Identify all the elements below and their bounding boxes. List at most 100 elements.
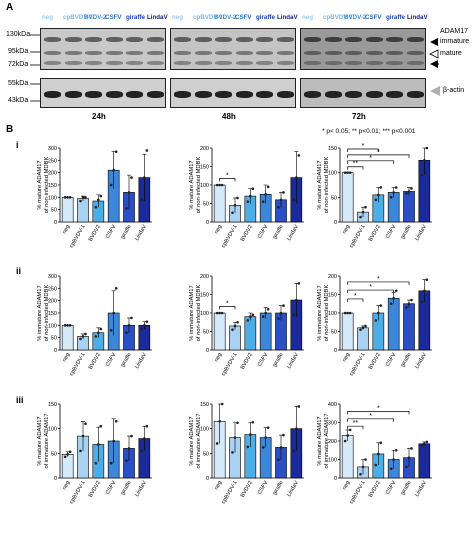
data-point	[218, 311, 221, 315]
data-point	[364, 324, 367, 328]
data-point	[79, 199, 82, 203]
blot-top-72h	[300, 28, 426, 70]
data-point	[127, 191, 131, 194]
category-label: LindaV	[286, 480, 300, 498]
category-label: CSFV	[385, 352, 398, 368]
significance-bracket	[347, 418, 395, 422]
data-point	[277, 317, 280, 320]
data-point	[66, 324, 69, 327]
axis	[59, 404, 152, 479]
data-point	[394, 289, 398, 293]
data-point	[215, 311, 219, 315]
y-axis-label: % immature ADAM17of non-infected MDBK	[37, 285, 50, 342]
data-point	[348, 171, 352, 174]
blot-band	[105, 51, 123, 55]
category-label: cpBVDV-1	[69, 352, 87, 377]
blot-band	[44, 61, 61, 65]
y-tick-label: 150	[200, 165, 209, 171]
category-label: LindaV	[134, 352, 148, 370]
y-tick-label: 100	[48, 427, 57, 433]
blot-band	[215, 37, 232, 42]
blot-band	[304, 61, 321, 65]
significance-label: *	[377, 149, 380, 156]
category-label: giraffe	[272, 480, 285, 496]
data-point	[264, 192, 267, 196]
data-point	[99, 194, 103, 198]
category-label: giraffe	[120, 480, 133, 496]
y-tick-label: 200	[48, 171, 57, 177]
lane-label-cpbvdv-1: cpBVDV-1	[63, 14, 93, 21]
data-point	[261, 200, 265, 203]
blot-band	[324, 37, 342, 42]
y-tick-label: 150	[48, 311, 57, 317]
category-label: BVDV2	[240, 352, 254, 371]
panel-a-label: A	[6, 2, 14, 13]
category-label: LindaV	[414, 352, 428, 370]
category-label: cpBVDV-1	[221, 480, 239, 505]
lane-label-bvdv-2: BVDV-2	[344, 14, 367, 21]
y-axis-label: % mature ADAM17of non-infected MDBK	[37, 157, 50, 214]
y-tick-label: 250	[48, 158, 57, 164]
data-point	[266, 308, 270, 311]
data-point	[114, 150, 118, 153]
blot-band	[235, 51, 253, 55]
mature-arrow-icon	[429, 49, 439, 59]
data-point	[249, 194, 252, 198]
blot-band	[324, 51, 342, 55]
lane-label-neg: neg	[42, 14, 54, 21]
blot-band	[365, 37, 383, 42]
blot-band	[345, 61, 362, 65]
mw-72: 72kDa	[8, 61, 29, 68]
blot-band	[304, 37, 321, 42]
data-point	[279, 198, 283, 202]
data-point	[99, 327, 103, 331]
blot-actin-72h	[300, 78, 426, 108]
significance-bracket	[347, 411, 410, 415]
data-point	[68, 324, 72, 327]
category-label: cpBVDV-1	[349, 352, 367, 377]
category-label: giraffe	[400, 352, 413, 368]
data-point	[140, 449, 144, 453]
blot-band	[126, 61, 143, 65]
data-point	[377, 311, 380, 315]
blot-band	[146, 51, 164, 55]
blot-band	[194, 51, 212, 55]
y-tick-label: 100	[200, 311, 209, 317]
data-point	[423, 442, 426, 446]
bar-lindav	[138, 325, 151, 351]
data-point	[112, 439, 115, 443]
lane-label-cpbvdv-1: cpBVDV-1	[323, 14, 353, 21]
y-axis-label: % immature ADAM17of non-infected MDBK	[189, 285, 202, 342]
blot-actin-48h	[170, 78, 296, 108]
y-tick-label: 300	[48, 274, 57, 280]
blot-band	[345, 51, 362, 55]
category-label: cpBVDV-1	[221, 224, 239, 249]
axis	[211, 148, 304, 223]
y-tick-label: 200	[328, 274, 337, 280]
data-point	[266, 185, 270, 189]
category-label: neg	[214, 224, 224, 235]
data-point	[348, 311, 352, 315]
data-point	[215, 183, 219, 187]
bar-giraffe	[403, 191, 415, 223]
significance-bracket	[219, 177, 236, 182]
data-point	[425, 440, 429, 444]
data-point	[389, 302, 393, 306]
actin-band	[64, 91, 82, 98]
y-tick-label: 200	[200, 146, 209, 152]
data-point	[66, 453, 69, 456]
blot-band	[324, 61, 342, 65]
data-point	[218, 419, 221, 423]
lane-label-giraffe: giraffe	[126, 14, 145, 21]
data-point	[405, 465, 408, 469]
y-tick-label: 100	[200, 183, 209, 189]
data-point	[249, 433, 252, 436]
data-point	[405, 192, 408, 195]
data-point	[81, 335, 85, 338]
data-point	[297, 282, 301, 285]
data-point	[359, 328, 362, 331]
